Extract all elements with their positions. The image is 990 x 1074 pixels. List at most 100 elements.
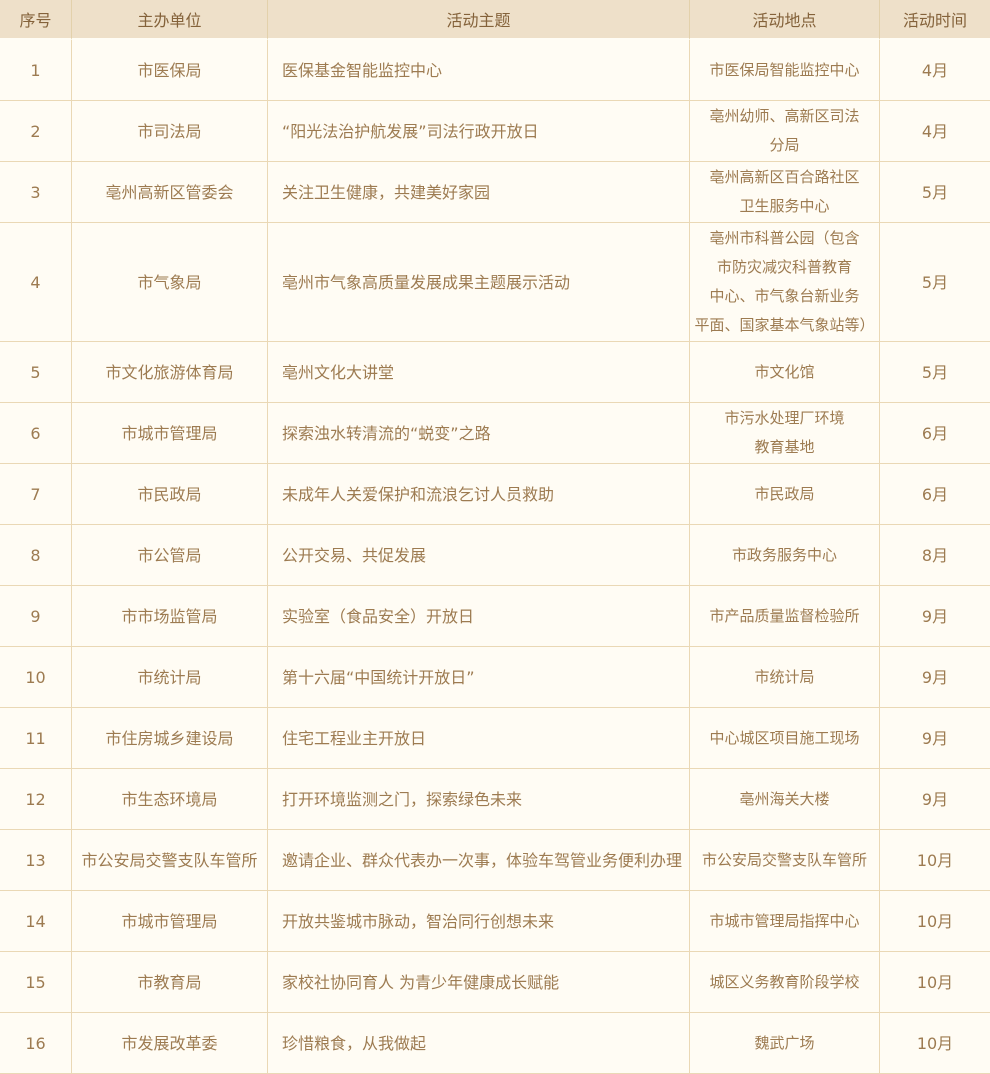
cell-index: 4 (0, 223, 72, 342)
cell-time: 5月 (880, 342, 990, 403)
cell-time: 10月 (880, 952, 990, 1013)
cell-index: 8 (0, 525, 72, 586)
cell-location: 市文化馆 (690, 342, 880, 403)
cell-location: 市产品质量监督检验所 (690, 586, 880, 647)
cell-index: 1 (0, 40, 72, 101)
cell-organizer: 市教育局 (72, 952, 268, 1013)
cell-theme: 公开交易、共促发展 (268, 525, 690, 586)
cell-location: 市政务服务中心 (690, 525, 880, 586)
cell-theme: 邀请企业、群众代表办一次事，体验车驾管业务便利办理 (268, 830, 690, 891)
cell-organizer: 亳州高新区管委会 (72, 162, 268, 223)
cell-index: 12 (0, 769, 72, 830)
table-row: 9 市市场监管局 实验室（食品安全）开放日 市产品质量监督检验所 9月 (0, 586, 990, 647)
cell-organizer: 市市场监管局 (72, 586, 268, 647)
cell-index: 7 (0, 464, 72, 525)
cell-theme: 家校社协同育人 为青少年健康成长赋能 (268, 952, 690, 1013)
cell-location: 市医保局智能监控中心 (690, 40, 880, 101)
cell-location: 魏武广场 (690, 1013, 880, 1074)
cell-index: 2 (0, 101, 72, 162)
table-row: 14 市城市管理局 开放共鉴城市脉动，智治同行创想未来 市城市管理局指挥中心 10月 (0, 891, 990, 952)
cell-time: 4月 (880, 40, 990, 101)
cell-time: 9月 (880, 769, 990, 830)
cell-organizer: 市生态环境局 (72, 769, 268, 830)
cell-index: 6 (0, 403, 72, 464)
cell-organizer: 市住房城乡建设局 (72, 708, 268, 769)
cell-theme: 住宅工程业主开放日 (268, 708, 690, 769)
cell-location: 亳州幼师、高新区司法 分局 (690, 101, 880, 162)
cell-organizer: 市民政局 (72, 464, 268, 525)
cell-organizer: 市公管局 (72, 525, 268, 586)
table-row: 1 市医保局 医保基金智能监控中心 市医保局智能监控中心 4月 (0, 40, 990, 101)
table-row: 3 亳州高新区管委会 关注卫生健康，共建美好家园 亳州高新区百合路社区 卫生服务中心 5… (0, 162, 990, 223)
cell-location: 城区义务教育阶段学校 (690, 952, 880, 1013)
header-row: 序号 主办单位 活动主题 活动地点 活动时间 (0, 0, 990, 40)
cell-index: 11 (0, 708, 72, 769)
cell-organizer: 市气象局 (72, 223, 268, 342)
cell-time: 5月 (880, 223, 990, 342)
cell-theme: 珍惜粮食，从我做起 (268, 1013, 690, 1074)
table-row: 15 市教育局 家校社协同育人 为青少年健康成长赋能 城区义务教育阶段学校 10月 (0, 952, 990, 1013)
cell-location: 市污水处理厂环境 教育基地 (690, 403, 880, 464)
cell-time: 4月 (880, 101, 990, 162)
table-row: 10 市统计局 第十六届“中国统计开放日” 市统计局 9月 (0, 647, 990, 708)
column-header-time: 活动时间 (880, 0, 990, 40)
cell-time: 9月 (880, 647, 990, 708)
cell-organizer: 市文化旅游体育局 (72, 342, 268, 403)
cell-theme: 亳州文化大讲堂 (268, 342, 690, 403)
cell-index: 3 (0, 162, 72, 223)
cell-organizer: 市城市管理局 (72, 403, 268, 464)
cell-theme: 关注卫生健康，共建美好家园 (268, 162, 690, 223)
cell-location: 中心城区项目施工现场 (690, 708, 880, 769)
cell-organizer: 市城市管理局 (72, 891, 268, 952)
cell-index: 16 (0, 1013, 72, 1074)
cell-theme: 医保基金智能监控中心 (268, 40, 690, 101)
cell-location: 市统计局 (690, 647, 880, 708)
cell-theme: 实验室（食品安全）开放日 (268, 586, 690, 647)
cell-theme: “阳光法治护航发展”司法行政开放日 (268, 101, 690, 162)
cell-location: 亳州高新区百合路社区 卫生服务中心 (690, 162, 880, 223)
cell-time: 8月 (880, 525, 990, 586)
cell-time: 6月 (880, 403, 990, 464)
cell-location: 市城市管理局指挥中心 (690, 891, 880, 952)
table-row: 7 市民政局 未成年人关爱保护和流浪乞讨人员救助 市民政局 6月 (0, 464, 990, 525)
table-row: 8 市公管局 公开交易、共促发展 市政务服务中心 8月 (0, 525, 990, 586)
cell-time: 10月 (880, 891, 990, 952)
cell-time: 10月 (880, 1013, 990, 1074)
cell-organizer: 市医保局 (72, 40, 268, 101)
table-row: 4 市气象局 亳州市气象高质量发展成果主题展示活动 亳州市科普公园（包含 市防灾减灾科… (0, 223, 990, 342)
cell-location: 亳州海关大楼 (690, 769, 880, 830)
cell-theme: 未成年人关爱保护和流浪乞讨人员救助 (268, 464, 690, 525)
cell-theme: 打开环境监测之门，探索绿色未来 (268, 769, 690, 830)
cell-theme: 开放共鉴城市脉动，智治同行创想未来 (268, 891, 690, 952)
cell-theme: 亳州市气象高质量发展成果主题展示活动 (268, 223, 690, 342)
cell-theme: 第十六届“中国统计开放日” (268, 647, 690, 708)
cell-time: 9月 (880, 586, 990, 647)
cell-location: 亳州市科普公园（包含 市防灾减灾科普教育 中心、市气象台新业务 平面、国家基本气… (690, 223, 880, 342)
cell-time: 6月 (880, 464, 990, 525)
table-row: 6 市城市管理局 探索浊水转清流的“蜕变”之路 市污水处理厂环境 教育基地 6月 (0, 403, 990, 464)
cell-time: 10月 (880, 830, 990, 891)
cell-location: 市公安局交警支队车管所 (690, 830, 880, 891)
table-row: 13 市公安局交警支队车管所 邀请企业、群众代表办一次事，体验车驾管业务便利办理 市公… (0, 830, 990, 891)
table-row: 16 市发展改革委 珍惜粮食，从我做起 魏武广场 10月 (0, 1013, 990, 1074)
table-row: 5 市文化旅游体育局 亳州文化大讲堂 市文化馆 5月 (0, 342, 990, 403)
table-row: 2 市司法局 “阳光法治护航发展”司法行政开放日 亳州幼师、高新区司法 分局 4月 (0, 101, 990, 162)
cell-time: 5月 (880, 162, 990, 223)
cell-theme: 探索浊水转清流的“蜕变”之路 (268, 403, 690, 464)
cell-index: 14 (0, 891, 72, 952)
cell-organizer: 市统计局 (72, 647, 268, 708)
cell-index: 9 (0, 586, 72, 647)
column-header-index: 序号 (0, 0, 72, 40)
cell-index: 10 (0, 647, 72, 708)
cell-index: 13 (0, 830, 72, 891)
cell-organizer: 市司法局 (72, 101, 268, 162)
cell-location: 市民政局 (690, 464, 880, 525)
cell-time: 9月 (880, 708, 990, 769)
column-header-location: 活动地点 (690, 0, 880, 40)
cell-index: 5 (0, 342, 72, 403)
column-header-theme: 活动主题 (268, 0, 690, 40)
column-header-organizer: 主办单位 (72, 0, 268, 40)
cell-organizer: 市公安局交警支队车管所 (72, 830, 268, 891)
cell-index: 15 (0, 952, 72, 1013)
